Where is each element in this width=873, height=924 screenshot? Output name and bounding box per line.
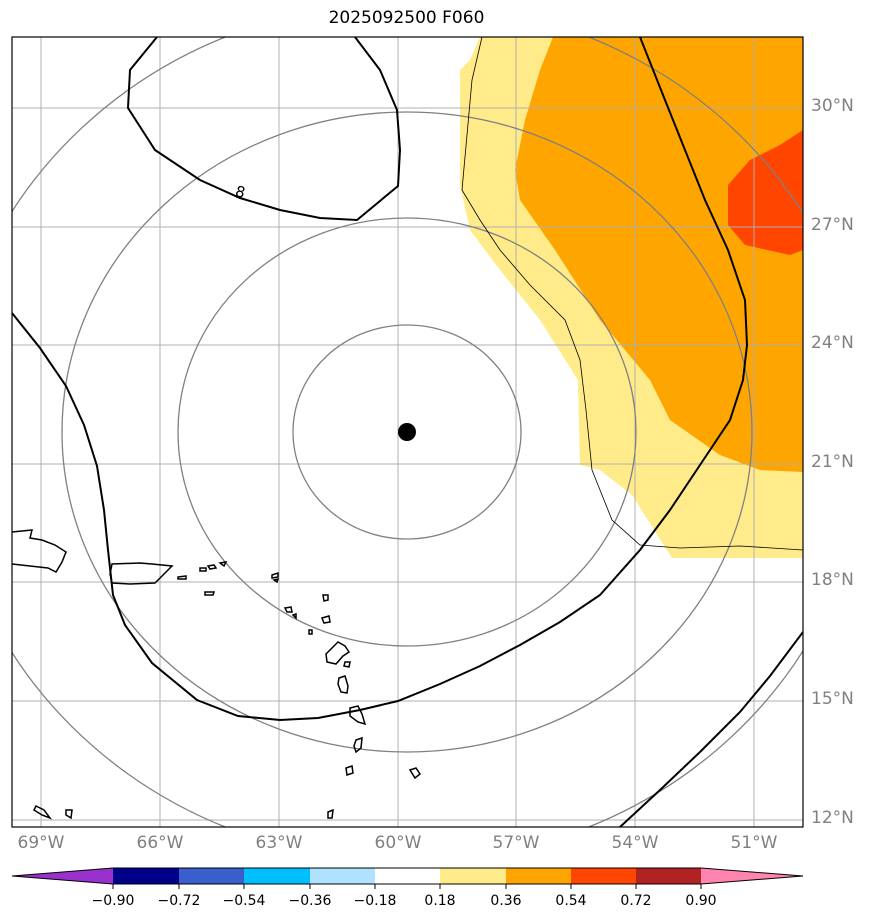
lon-label: 54°W [611,833,659,853]
colorbar-box [506,868,571,884]
lat-label: 15°N [811,689,854,709]
map-frame [11,36,804,828]
lon-label: 57°W [492,833,540,853]
lat-label: 21°N [811,452,854,472]
island-st-lucia [349,705,367,726]
island-aruba [33,804,53,820]
coastlines [12,529,422,820]
colorbar-box [375,868,440,884]
lat-label: 24°N [811,333,854,353]
shade-0.54-0.72 [728,130,803,255]
island-hispaniola [12,529,67,573]
lon-label: 60°W [374,833,422,853]
shade-0.36-0.54 [515,37,803,472]
map-title: 2025092500 F060 [328,8,485,28]
island-martinique [337,675,349,694]
lon-label: 51°W [730,833,778,853]
colorbar-tick-label: 0.18 [424,893,456,909]
colorbar-tick-label: 0.36 [490,893,522,909]
colorbar-extend-low [12,868,113,884]
colorbar-tick-label: −0.72 [157,893,201,909]
colorbar-box [571,868,636,884]
colorbar-tick-label: −0.18 [353,893,397,909]
colorbar-tick-label: 0.54 [555,893,587,909]
thin-contour [461,37,803,551]
colorbar-box [244,868,310,884]
thick-contours [12,37,803,827]
colorbar-tick-label: 0.72 [620,893,652,909]
colorbar-box [636,868,701,884]
lat-label: 12°N [811,808,854,828]
island-puerto-rico [109,562,174,585]
colorbar-box [310,868,375,884]
colorbar-box [113,868,179,884]
storm-center-marker [398,423,416,441]
island-guadeloupe [325,641,351,665]
lat-label: 18°N [811,570,854,590]
colorbar-extend-high [701,868,803,884]
colorbar-tick-label: −0.90 [91,893,135,909]
colorbar-box [179,868,244,884]
lat-label: 30°N [811,96,854,116]
colorbar-tick-label: 0.90 [685,893,717,909]
lon-label: 69°W [17,833,65,853]
colorbar [11,867,804,889]
island-barbados [345,765,354,776]
colorbar-tick-label: −0.36 [288,893,332,909]
lon-label: 63°W [255,833,303,853]
range-rings [12,37,803,827]
lon-label: 66°W [136,833,184,853]
colorbar-box [440,868,506,884]
lat-label: 27°N [811,215,854,235]
contour-label: 8 [233,182,247,202]
colorbar-tick-label: −0.54 [222,893,266,909]
